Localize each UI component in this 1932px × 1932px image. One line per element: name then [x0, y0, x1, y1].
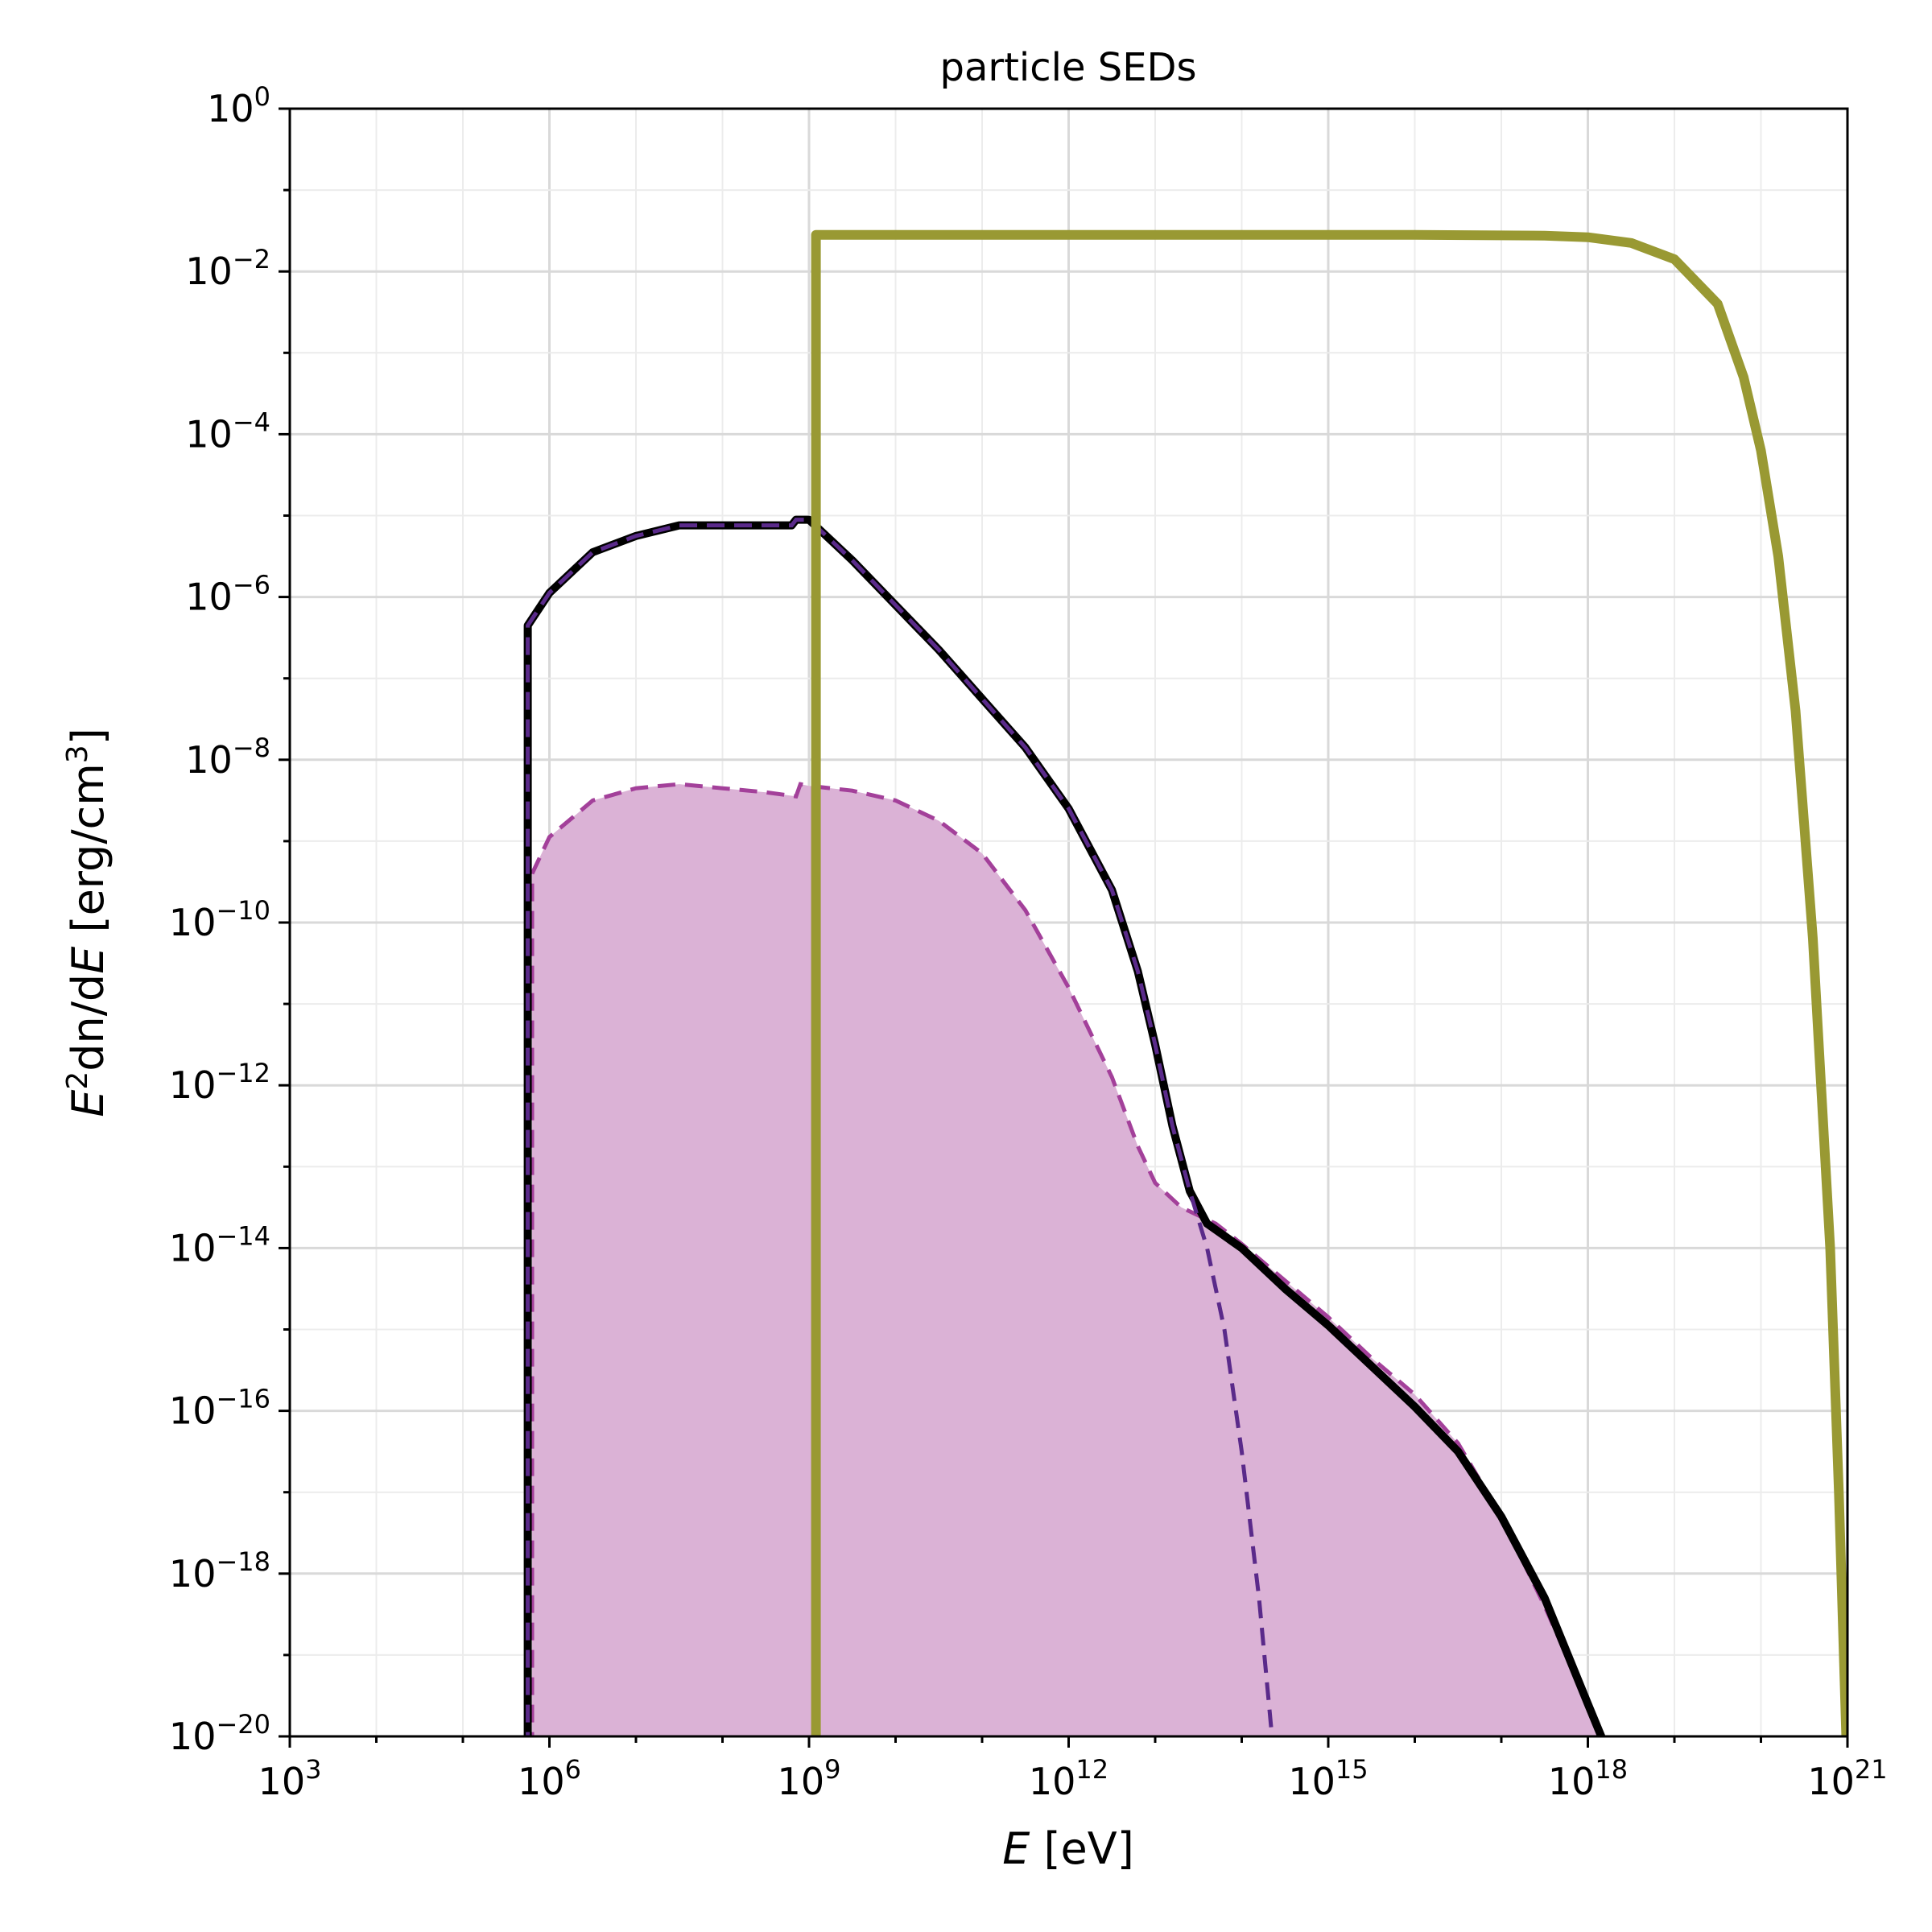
y-tick-label: 10−4 [185, 407, 270, 456]
y-tick-label: 10−12 [169, 1058, 270, 1107]
x-tick-label: 106 [518, 1754, 581, 1803]
y-axis-ticks: 100 10−2 10−4 10−6 10−8 10−10 10−12 10−14 10−16 1… [169, 81, 290, 1758]
x-tick-label: 103 [258, 1754, 322, 1803]
x-tick-label: 1021 [1807, 1754, 1887, 1803]
data-series [523, 229, 1847, 1736]
y-tick-label: 10−10 [169, 895, 270, 944]
x-tick-label: 1018 [1548, 1754, 1628, 1803]
y-tick-label: 10−8 [185, 733, 270, 782]
y-tick-label: 10−6 [185, 570, 270, 619]
y-tick-label: 10−14 [169, 1220, 270, 1269]
y-tick-label: 100 [207, 81, 270, 130]
x-axis-ticks: 103 106 109 1012 1015 1018 1021 [258, 1736, 1888, 1803]
series-proton-line [811, 229, 1847, 1736]
series-shaded-outline [530, 782, 1602, 1736]
y-tick-label: 10−18 [169, 1546, 270, 1596]
y-axis-label: E2dn/dE [erg/cm3] [61, 728, 114, 1117]
x-tick-label: 1012 [1029, 1754, 1108, 1803]
x-axis-label: E [eV] [1002, 1823, 1134, 1874]
y-tick-label: 10−20 [169, 1709, 270, 1758]
y-tick-label: 10−2 [185, 244, 270, 293]
x-tick-label: 1015 [1288, 1754, 1368, 1803]
x-tick-label: 109 [778, 1754, 841, 1803]
series-primary-dashed-line [526, 518, 1274, 1736]
series-shaded-area [532, 784, 1600, 1736]
y-tick-label: 10−16 [169, 1384, 270, 1433]
chart-title: particle SEDs [939, 45, 1196, 90]
